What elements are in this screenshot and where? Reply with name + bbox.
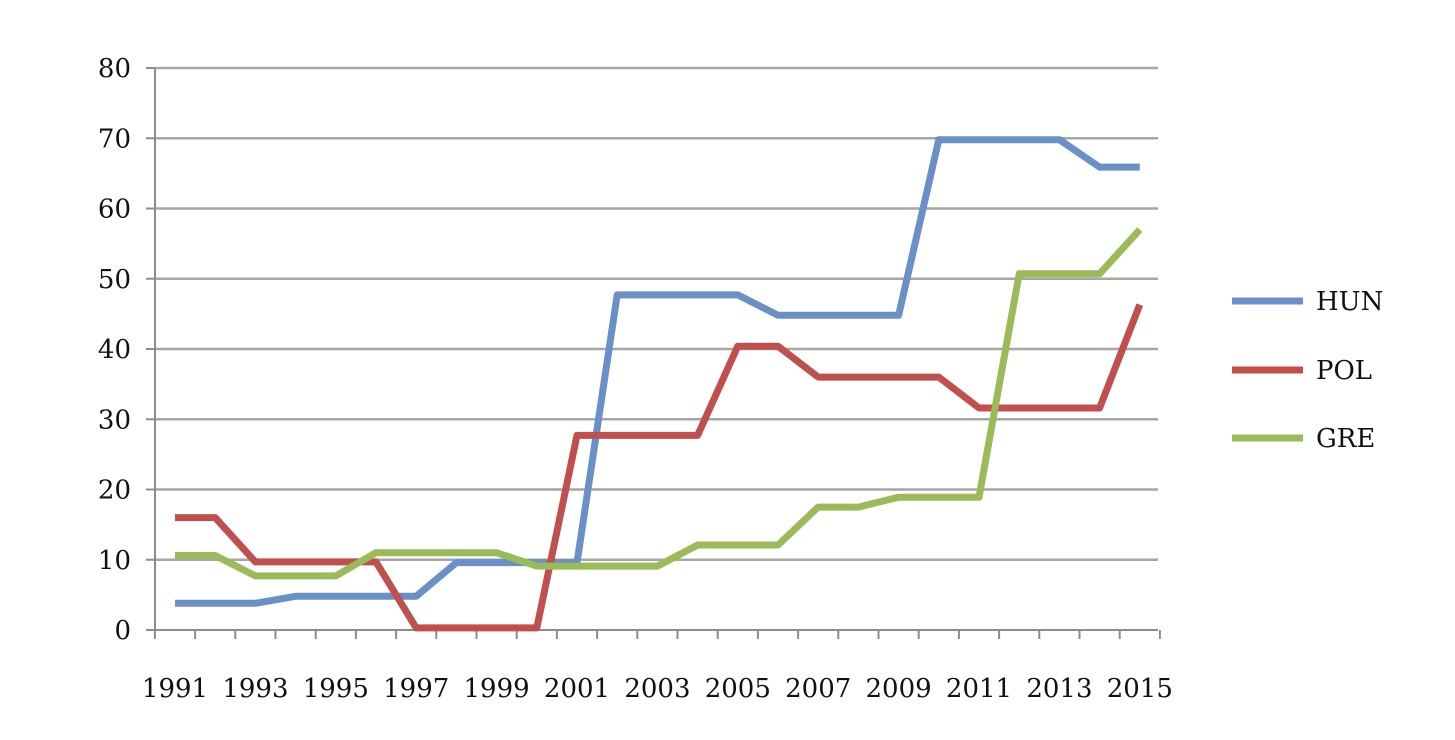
- series-line-pol: [175, 303, 1144, 632]
- x-tick-label: 2011: [946, 674, 1012, 704]
- legend-label-pol: POL: [1316, 356, 1372, 386]
- x-tick-label: 2013: [1026, 674, 1092, 704]
- series-line-gre: [175, 227, 1143, 580]
- x-tick-label: 1991: [142, 674, 208, 704]
- legend-label-gre: GRE: [1316, 424, 1375, 454]
- y-tick-label: 20: [98, 476, 131, 506]
- y-tick-label: 60: [98, 195, 131, 225]
- y-tick-label: 70: [98, 124, 131, 154]
- x-tick-label: 1995: [303, 674, 369, 704]
- x-tick-label: 2007: [785, 674, 851, 704]
- legend: HUN POL GRE: [1232, 287, 1383, 454]
- gridlines: [155, 66, 1158, 561]
- y-tick-label: 50: [98, 265, 131, 295]
- legend-label-hun: HUN: [1316, 287, 1383, 317]
- x-tick-label: 1999: [464, 674, 530, 704]
- y-tick-label: 0: [114, 616, 131, 646]
- x-tick-label: 2001: [544, 674, 610, 704]
- axes: 0 10 20 30 40 50 60 70 80 1991 1993 1995 1997 1999 200…: [98, 54, 1173, 704]
- x-tick-label: 2015: [1107, 674, 1173, 704]
- series-lines: [175, 136, 1144, 632]
- x-tick-label: 1997: [383, 674, 449, 704]
- y-tick-label: 40: [98, 335, 131, 365]
- y-tick-label: 30: [98, 405, 131, 435]
- y-tick-label: 80: [98, 54, 131, 84]
- series-line-hun: [175, 136, 1140, 607]
- x-tick-label: 1993: [222, 674, 288, 704]
- x-tick-label: 2005: [705, 674, 771, 704]
- x-tick-label: 2003: [624, 674, 690, 704]
- y-tick-label: 10: [98, 546, 131, 576]
- x-tick-label: 2009: [866, 674, 932, 704]
